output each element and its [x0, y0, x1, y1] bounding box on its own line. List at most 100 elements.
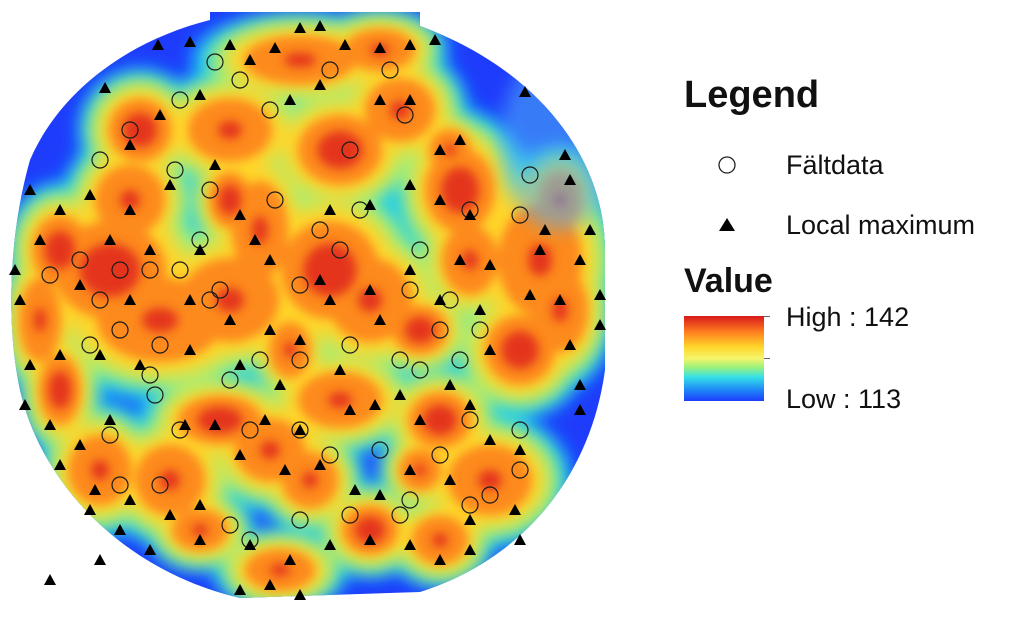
local-maximum-point — [24, 184, 36, 195]
local-maximum-point — [124, 204, 136, 215]
local-maximum-point — [404, 464, 416, 475]
field-data-point — [401, 491, 419, 509]
local-maximum-point — [404, 539, 416, 550]
field-data-point — [171, 91, 189, 109]
legend-item-local-maximum: Local maximum — [716, 208, 975, 242]
map-svg — [9, 12, 606, 600]
local-maximum-point — [464, 399, 476, 410]
field-data-point — [291, 351, 309, 369]
heat-blob — [478, 470, 502, 490]
local-maximum-point — [594, 319, 606, 330]
local-maximum-point — [454, 254, 466, 265]
heat-blob — [122, 112, 158, 148]
local-maximum-point — [244, 539, 256, 550]
field-data-point — [511, 206, 529, 224]
heat-blob — [218, 121, 242, 139]
heat-blob — [444, 144, 456, 156]
field-data-point — [111, 321, 129, 339]
local-maximum-point — [429, 34, 441, 45]
heat-raster — [11, 12, 606, 598]
local-maximum-point — [34, 234, 46, 245]
color-ramp — [684, 316, 764, 401]
local-maximum-point — [414, 414, 426, 425]
field-data-point — [221, 516, 239, 534]
field-data-point — [391, 506, 409, 524]
local-maximum-point — [264, 254, 276, 265]
local-maximum-point — [24, 359, 36, 370]
local-maximum-point — [364, 199, 376, 210]
local-maximum-point — [99, 82, 111, 93]
ramp-label-high: High : 142 — [786, 302, 910, 332]
local-maximum-point — [194, 534, 206, 545]
heat-blob — [302, 472, 318, 488]
local-maximum-point — [9, 264, 21, 275]
local-maximum-point — [74, 279, 86, 290]
local-maximum-point — [244, 54, 256, 65]
local-maximum-point — [264, 579, 276, 590]
local-maximum-point — [224, 314, 236, 325]
field-data-point — [201, 181, 219, 199]
local-maximum-point — [574, 379, 586, 390]
field-data-point — [321, 446, 339, 464]
field-data-point — [41, 266, 59, 284]
local-maximum-point — [349, 484, 361, 495]
field-data-point — [141, 366, 159, 384]
local-maxima-layer — [9, 20, 606, 600]
legend-label-field-data: Fältdata — [786, 149, 884, 180]
local-maximum-point — [294, 589, 306, 600]
local-maximum-point — [524, 289, 536, 300]
heat-blob — [354, 516, 386, 544]
local-maximum-point — [364, 284, 376, 295]
field-data-point — [201, 291, 219, 309]
local-maximum-point — [114, 524, 126, 535]
field-data-point — [101, 426, 119, 444]
heat-blob — [284, 53, 316, 67]
field-data-point — [241, 421, 259, 439]
local-maximum-point — [464, 209, 476, 220]
heat-blob — [160, 470, 180, 490]
field-data-point — [261, 101, 279, 119]
local-maximum-point — [434, 554, 446, 565]
heat-blob — [197, 406, 243, 434]
heat-blob — [358, 288, 382, 312]
heat-blob — [216, 288, 244, 312]
heat-blob — [120, 190, 140, 210]
heat-blob — [48, 371, 72, 409]
field-data-point — [411, 241, 429, 259]
local-maximum-point — [484, 259, 496, 270]
local-maximum-point — [534, 244, 546, 255]
local-maximum-point — [484, 344, 496, 355]
local-maximum-point — [324, 294, 336, 305]
field-data-point — [146, 386, 164, 404]
heat-blob — [317, 131, 363, 169]
field-data-point — [291, 421, 309, 439]
local-maximum-point — [44, 574, 56, 585]
field-data-point — [391, 351, 409, 369]
field-points-layer — [41, 53, 539, 549]
field-data-point — [461, 496, 479, 514]
field-data-point — [206, 53, 224, 71]
heat-blob — [44, 231, 76, 269]
local-maximum-point — [464, 514, 476, 525]
local-maximum-point — [314, 459, 326, 470]
field-data-point — [341, 506, 359, 524]
local-maximum-point — [152, 39, 164, 50]
local-maximum-point — [264, 324, 276, 335]
local-maximum-point — [519, 86, 531, 97]
local-maximum-point — [144, 244, 156, 255]
field-data-point — [431, 321, 449, 339]
field-data-point — [291, 276, 309, 294]
field-data-point — [331, 241, 349, 259]
field-data-point — [111, 261, 129, 279]
field-data-point — [91, 291, 109, 309]
local-maximum-point — [374, 42, 386, 53]
local-maximum-point — [584, 224, 596, 235]
local-maximum-point — [19, 399, 31, 410]
local-maximum-point — [314, 79, 326, 90]
local-maximum-point — [154, 109, 166, 120]
local-maximum-point — [404, 39, 416, 50]
local-maximum-point — [104, 414, 116, 425]
field-data-point — [511, 421, 529, 439]
field-data-point — [81, 336, 99, 354]
field-data-point — [291, 511, 309, 529]
